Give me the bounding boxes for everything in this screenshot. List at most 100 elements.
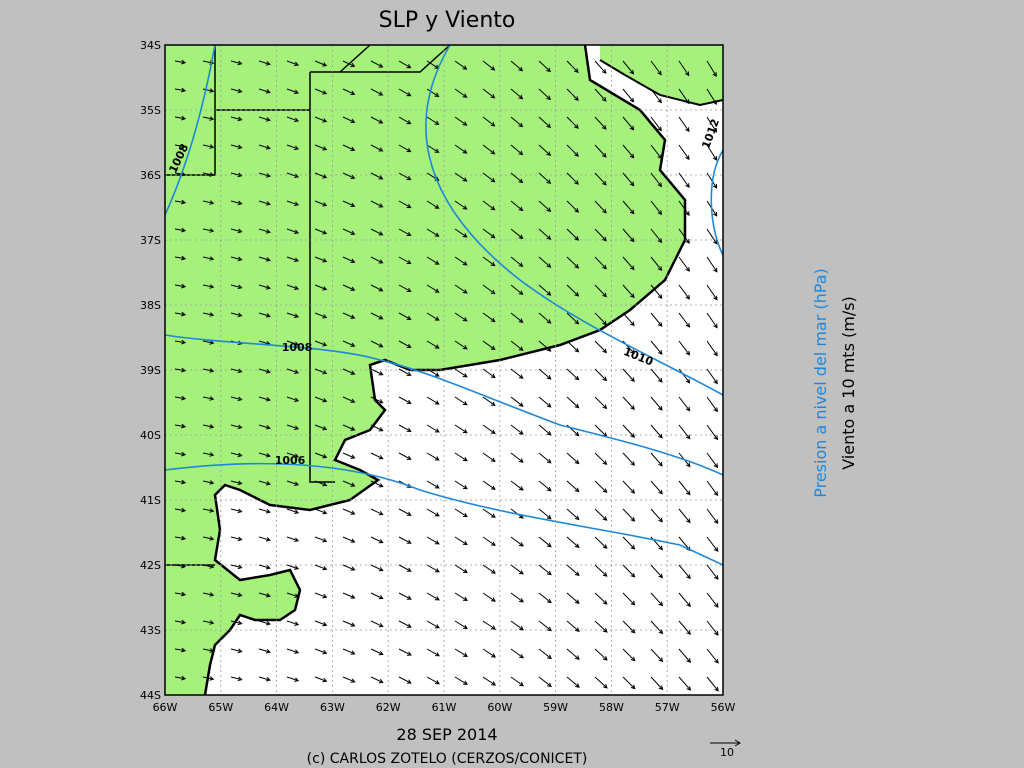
contour-label: 1006 (275, 454, 306, 467)
wind-arrow (174, 535, 187, 541)
wind-arrow (286, 480, 300, 486)
lat-label: 36S (140, 169, 161, 182)
wind-arrow (286, 60, 300, 67)
lat-label: 37S (140, 234, 161, 247)
wind-arrow (538, 452, 552, 464)
wind-arrow (342, 480, 356, 487)
wind-arrow (454, 60, 468, 70)
wind-arrow (202, 424, 215, 429)
credit: (c) CARLOS ZOTELO (CERZOS/CONICET) (307, 751, 588, 767)
wind-arrow (594, 284, 607, 298)
wind-arrow (594, 396, 608, 410)
wind-arrow (650, 312, 663, 327)
wind-arrow (398, 508, 412, 516)
wind-arrow (230, 228, 243, 234)
date: 28 SEP 2014 (396, 725, 497, 744)
wind-arrow (286, 284, 300, 291)
wind-arrow (566, 60, 579, 74)
wind-arrow (342, 340, 356, 347)
wind-arrow (286, 508, 300, 514)
wind-arrow (482, 480, 496, 490)
lat-label: 44S (140, 689, 161, 702)
wind-arrow (510, 648, 524, 659)
wind-arrow (510, 116, 524, 128)
wind-arrow (370, 536, 384, 544)
wind-arrow (314, 284, 328, 291)
lon-label: 56W (711, 701, 736, 714)
wind-arrow (510, 424, 524, 435)
wind-arrow (538, 312, 552, 324)
wind-arrow (538, 88, 552, 101)
wind-arrow (314, 60, 328, 67)
wind-arrow (510, 396, 524, 407)
wind-arrow (594, 172, 607, 186)
wind-arrow (594, 508, 608, 521)
wind-arrow (650, 256, 663, 272)
wind-arrow (174, 115, 187, 121)
wind-arrow (398, 368, 412, 376)
wind-arrow (202, 228, 215, 233)
wind-arrow (398, 256, 412, 265)
wind-arrow (426, 424, 440, 433)
wind-arrow (454, 480, 468, 490)
wind-arrow (174, 675, 187, 681)
wind-arrow (650, 172, 663, 188)
wind-arrow (622, 88, 635, 103)
wind-arrow (538, 424, 552, 436)
wind-arrow (426, 88, 440, 97)
pressure-label: Presion a nivel del mar (hPa) (811, 268, 830, 498)
wind-arrow (342, 284, 356, 291)
lat-label: 35S (140, 104, 161, 117)
wind-arrow (426, 284, 440, 293)
wind-arrow (482, 648, 496, 658)
wind-arrow (538, 620, 552, 632)
wind-arrow (650, 592, 664, 607)
wind-arrow (202, 648, 215, 653)
plot-frame (164, 44, 724, 696)
vector-scale: 10 (710, 739, 741, 759)
wind-arrow (398, 452, 412, 460)
wind-arrow (286, 648, 300, 654)
lon-label: 60W (487, 701, 512, 714)
wind-arrow (566, 592, 580, 604)
wind-arrow (314, 172, 328, 179)
wind-arrow (258, 648, 271, 654)
wind-arrow (510, 368, 524, 379)
wind-arrow (510, 144, 524, 156)
wind-arrow (482, 564, 496, 574)
wind-arrow (454, 676, 468, 685)
wind-arrow (622, 592, 636, 606)
wind-arrow (258, 256, 271, 262)
wind-arrow (286, 340, 300, 346)
wind-arrow (510, 536, 524, 547)
wind-arrow (426, 256, 440, 265)
wind-arrow (510, 200, 524, 212)
wind-arrow (538, 60, 551, 73)
wind-arrow (314, 88, 328, 95)
wind-arrow (538, 172, 552, 184)
wind-arrow (286, 620, 300, 626)
wind-arrow (566, 564, 580, 577)
wind-arrow (398, 172, 412, 181)
wind-arrow (482, 228, 496, 239)
wind-arrow (370, 88, 384, 96)
wind-arrow (706, 116, 718, 133)
wind-label: Viento a 10 mts (m/s) (839, 296, 858, 470)
wind-arrow (370, 116, 384, 124)
wind-arrow (482, 172, 496, 183)
wind-arrow (426, 536, 440, 545)
wind-arrow (230, 676, 243, 682)
wind-arrow (258, 88, 271, 94)
wind-arrow (426, 480, 440, 489)
wind-arrow (174, 563, 187, 569)
wind-arrow (286, 200, 300, 207)
wind-arrow (538, 144, 552, 157)
wind-arrow (678, 60, 690, 77)
wind-arrow (454, 200, 468, 210)
wind-arrow (510, 340, 524, 351)
wind-arrow (314, 228, 328, 235)
wind-arrow (286, 592, 300, 598)
wind-arrow (566, 200, 580, 213)
wind-arrow (706, 620, 719, 636)
